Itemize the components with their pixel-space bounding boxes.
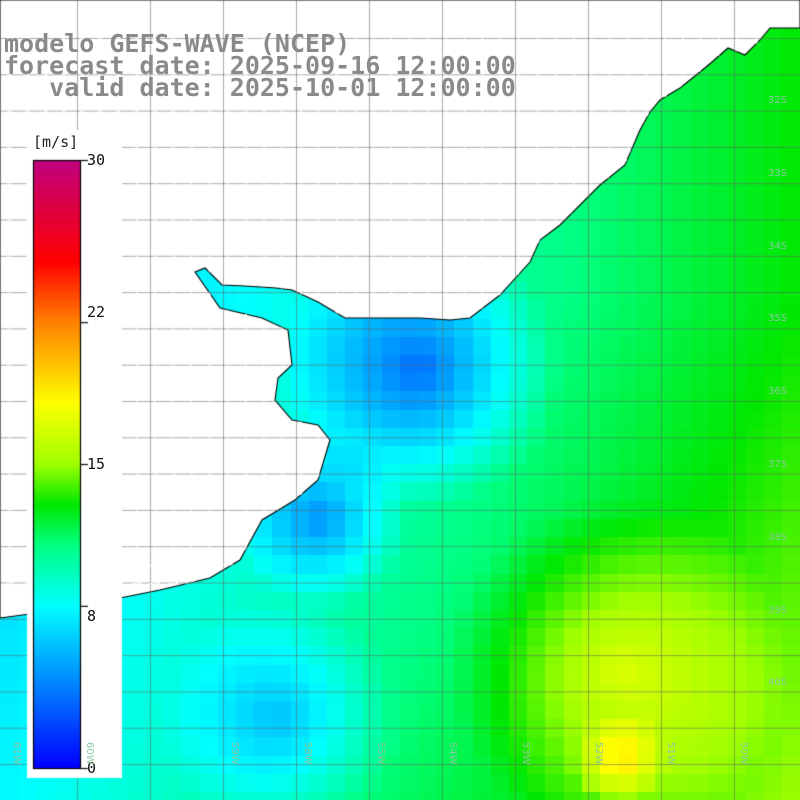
lat-label: 34S [768, 241, 788, 252]
lat-label: 35S [768, 313, 788, 324]
lat-label: 39S [768, 605, 788, 616]
colorbar-tick-30: 30 [87, 151, 106, 169]
lat-label: 38S [768, 532, 788, 543]
colorbar-tick-15: 15 [87, 455, 106, 473]
lat-label: 37S [768, 459, 788, 470]
colorbar-tick-0: 0 [87, 759, 97, 777]
colorbar-units: [m/s] [33, 133, 79, 151]
lon-label: 52W [593, 742, 604, 765]
lat-label: 40S [768, 677, 788, 688]
valid-date: valid date: 2025-10-01 12:00:00 [4, 73, 516, 102]
lon-label: 59W [229, 742, 240, 765]
lon-label: 60W [84, 742, 95, 765]
lon-label: 51W [665, 742, 676, 765]
lon-label: 50W [738, 742, 749, 765]
colorbar-tick-8: 8 [87, 607, 97, 625]
lon-label: 58W [302, 742, 313, 765]
colorbar-tick-22: 22 [87, 303, 106, 321]
forecast-date: forecast date: 2025-09-16 12:00:00 [4, 51, 516, 80]
lon-label: 55W [375, 742, 386, 765]
lon-label: 53W [520, 742, 531, 765]
lat-label: 32S [768, 95, 788, 106]
lat-label: 36S [768, 386, 788, 397]
lon-label: 61W [11, 742, 22, 765]
lat-label: 33S [768, 168, 788, 179]
model-title: modelo GEFS-WAVE (NCEP) [4, 29, 351, 58]
lon-label: 54W [447, 742, 458, 765]
